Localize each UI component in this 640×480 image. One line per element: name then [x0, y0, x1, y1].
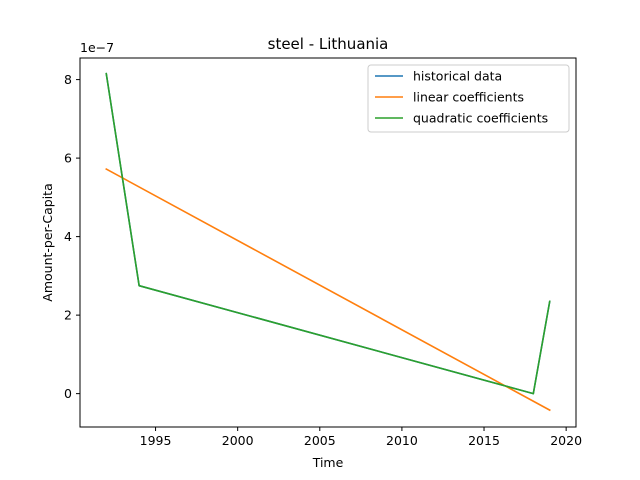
x-tick-label: 2015	[468, 433, 500, 448]
legend-box	[367, 64, 570, 133]
y-tick-label: 8	[64, 72, 72, 87]
x-axis-label: Time	[312, 455, 344, 470]
y-axis-label: Amount-per-Capita	[40, 183, 55, 301]
x-tick-label: 2010	[386, 433, 418, 448]
chart-title: steel - Lithuania	[268, 35, 389, 53]
y-tick-label: 6	[64, 151, 72, 166]
legend-label: quadratic coefficients	[413, 111, 548, 126]
y-offset-label: 1e−7	[80, 40, 114, 55]
axes-frame	[79, 57, 577, 428]
x-tick-label: 1995	[140, 433, 172, 448]
legend: historical data linear coefficients quadra…	[367, 64, 570, 133]
plot-lines	[105, 72, 551, 412]
x-tick-label: 2005	[304, 433, 336, 448]
y-tick-label: 4	[64, 229, 72, 244]
legend-label: historical data	[413, 69, 502, 84]
y-tick-label: 0	[64, 386, 72, 401]
y-tick-label: 2	[64, 308, 72, 323]
x-axis: 1995 2000 2005 2010 2015 2020	[140, 427, 582, 448]
y-axis: 0 2 4 6 8	[64, 72, 80, 401]
x-tick-label: 2000	[222, 433, 254, 448]
series-line-quadratic-coefficients	[105, 72, 551, 395]
series-line-linear-coefficients	[105, 168, 551, 412]
x-tick-label: 2020	[550, 433, 582, 448]
legend-label: linear coefficients	[413, 90, 524, 105]
